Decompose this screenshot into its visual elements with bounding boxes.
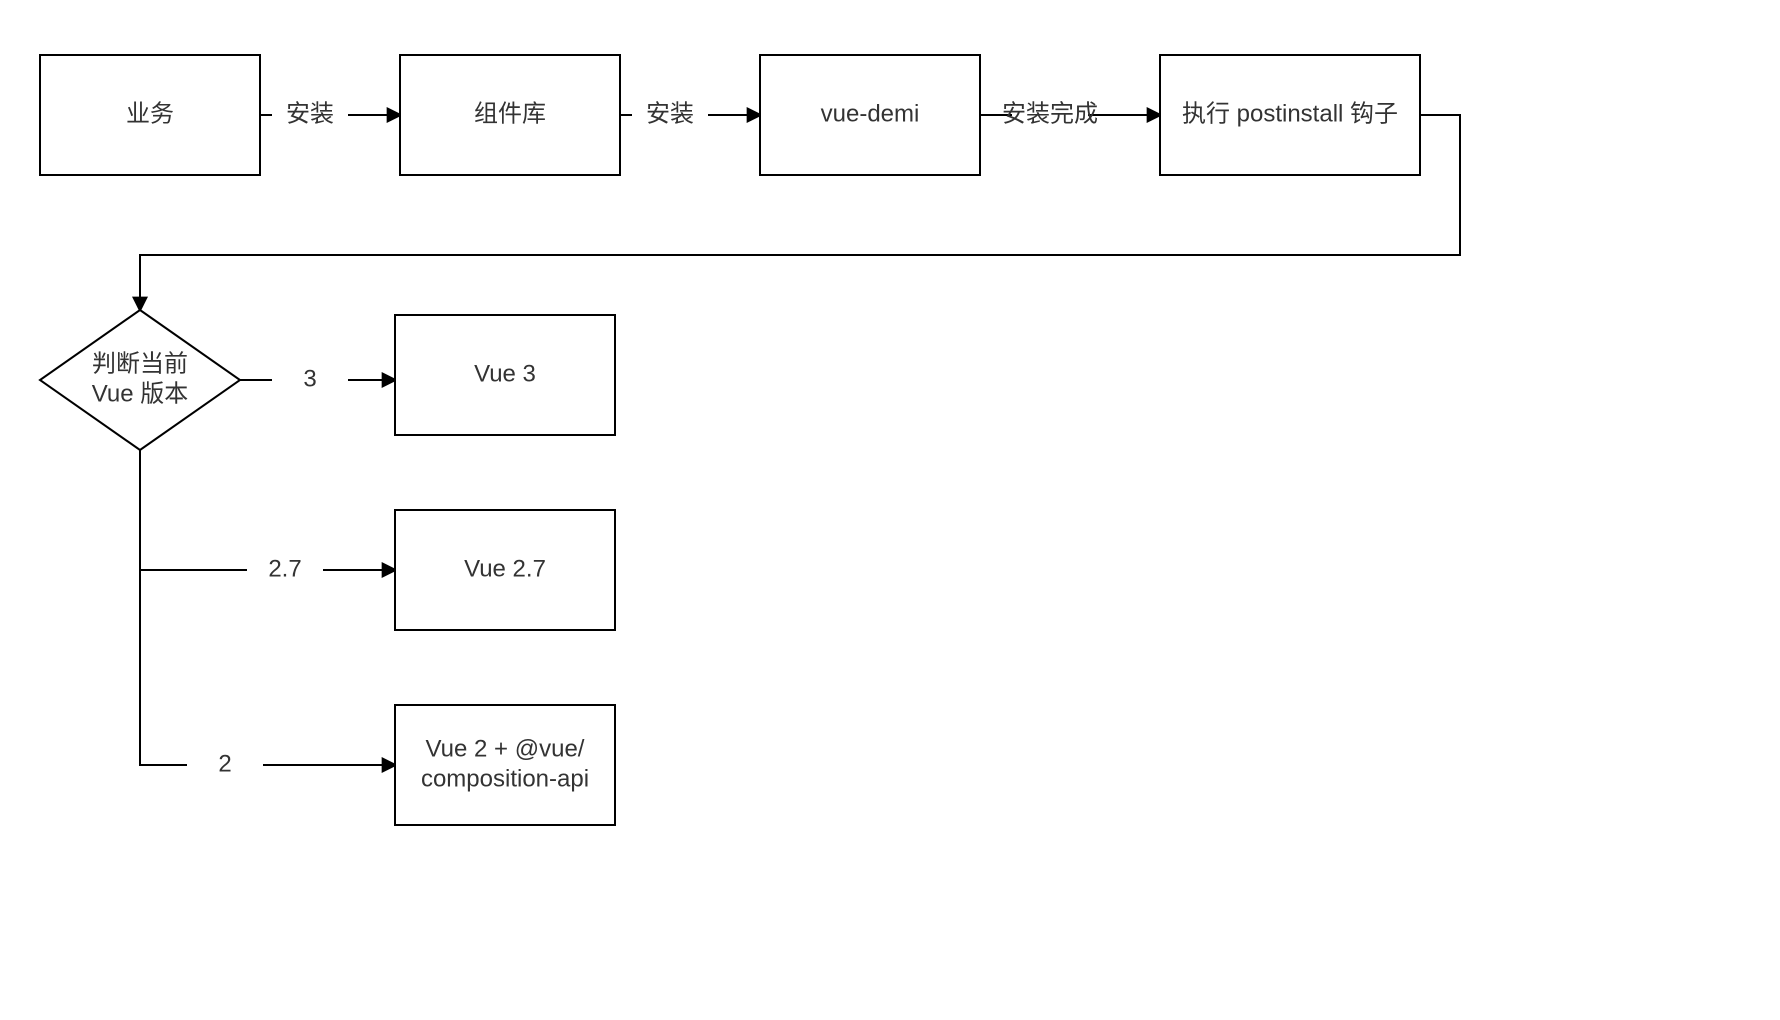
edge-label: 3 bbox=[303, 365, 316, 392]
edge-line bbox=[140, 450, 247, 570]
node-label: Vue 3 bbox=[474, 360, 536, 387]
edge-label: 安装 bbox=[646, 100, 694, 127]
edge-label: 2 bbox=[218, 750, 231, 777]
edge-label: 安装 bbox=[286, 100, 334, 127]
node-postinst: 执行 postinstall 钩子 bbox=[1160, 55, 1420, 175]
flowchart-canvas: 安装 安装 安装完成 3 2.7 2 业务 组件库 vue-demi 执行 postinstal… bbox=[0, 0, 1780, 1020]
node-vue3: Vue 3 bbox=[395, 315, 615, 435]
edge-decision-vue2: 2 bbox=[140, 570, 395, 777]
edge-label: 2.7 bbox=[268, 555, 301, 582]
node-label: Vue 版本 bbox=[92, 380, 188, 407]
edge-biz-lib: 安装 bbox=[260, 100, 400, 127]
edge-label: 安装完成 bbox=[1002, 100, 1098, 127]
node-label: 组件库 bbox=[474, 100, 546, 127]
edge-line bbox=[140, 570, 187, 765]
node-vue27: Vue 2.7 bbox=[395, 510, 615, 630]
node-label: composition-api bbox=[421, 765, 589, 792]
node-label: 业务 bbox=[126, 100, 174, 127]
node-demi: vue-demi bbox=[760, 55, 980, 175]
node-label: 判断当前 bbox=[92, 350, 188, 377]
node-lib: 组件库 bbox=[400, 55, 620, 175]
node-label: 执行 postinstall 钩子 bbox=[1182, 100, 1398, 127]
edge-demi-postinst: 安装完成 bbox=[980, 100, 1160, 127]
node-decision: 判断当前 Vue 版本 bbox=[40, 310, 240, 450]
node-biz: 业务 bbox=[40, 55, 260, 175]
edge-lib-demi: 安装 bbox=[620, 100, 760, 127]
edge-decision-vue27: 2.7 bbox=[140, 450, 395, 582]
edge-decision-vue3: 3 bbox=[240, 365, 395, 392]
node-vue2: Vue 2 + @vue/composition-api bbox=[395, 705, 615, 825]
node-label: vue-demi bbox=[821, 100, 920, 127]
node-label: Vue 2.7 bbox=[464, 555, 546, 582]
node-label: Vue 2 + @vue/ bbox=[426, 735, 585, 762]
